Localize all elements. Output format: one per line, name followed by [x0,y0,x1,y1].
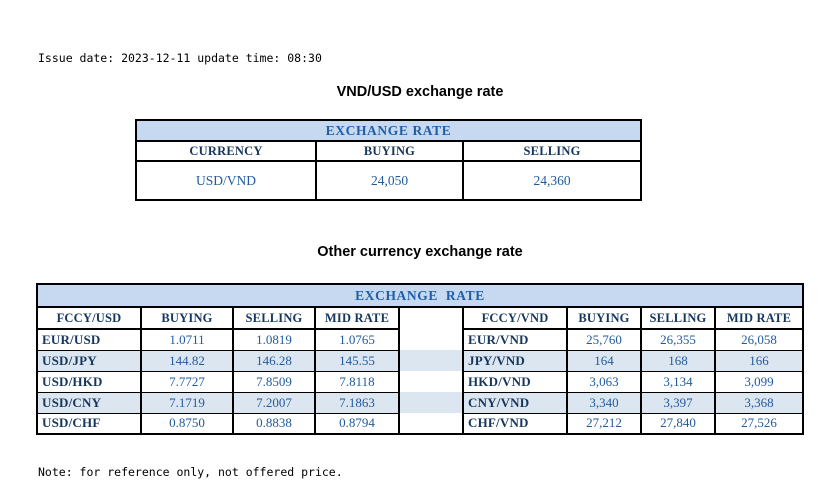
currency-pair-cell: JPY/VND [462,349,568,372]
mid-rate-cell: 7.8118 [314,370,400,393]
buying-rate-cell: 144.82 [140,349,234,372]
selling-rate-cell: 168 [640,349,716,372]
buying-rate-cell: 24,050 [315,160,464,201]
spacer-cell [398,307,464,329]
currency-pair-cell: CNY/VND [462,391,568,414]
currency-pair-cell: HKD/VND [462,370,568,393]
table-row: USD/HKD 7.7727 7.8509 7.8118 HKD/VND 3,0… [36,370,804,393]
table-row: EUR/USD 1.0711 1.0819 1.0765 EUR/VND 25,… [36,328,804,351]
mid-rate-cell: 0.8794 [314,412,400,435]
currency-pair-cell: USD/VND [135,160,317,201]
table-row: USD/CHF 0.8750 0.8838 0.8794 CHF/VND 27,… [36,412,804,435]
column-header-fccy-usd: FCCY/USD [36,306,142,330]
buying-rate-cell: 27,212 [566,412,642,435]
currency-pair-cell: USD/CHF [36,412,142,435]
currency-pair-cell: USD/CNY [36,391,142,414]
spacer-cell [398,350,464,371]
column-header-selling: SELLING [640,306,716,330]
currency-pair-cell: USD/HKD [36,370,142,393]
note-line: Note: for reference only, not offered pr… [38,465,343,479]
selling-rate-cell: 26,355 [640,328,716,351]
selling-rate-cell: 0.8838 [232,412,316,435]
mid-rate-cell: 3,099 [714,370,804,393]
exchange-rate-banner: EXCHANGE RATE [134,119,643,142]
selling-rate-cell: 7.2007 [232,391,316,414]
spacer-cell [398,413,464,434]
column-header-selling: SELLING [232,306,316,330]
buying-rate-cell: 164 [566,349,642,372]
column-header-mid-rate: MID RATE [714,306,804,330]
buying-rate-cell: 0.8750 [140,412,234,435]
other-table-title: Other currency exchange rate [317,244,523,260]
spacer-cell [398,329,464,350]
column-header-mid-rate: MID RATE [314,306,400,330]
buying-rate-cell: 1.0711 [140,328,234,351]
table-row: USD/VND 24,050 24,360 [135,160,643,201]
spacer-cell [398,392,464,413]
buying-rate-cell: 7.1719 [140,391,234,414]
mid-rate-cell: 3,368 [714,391,804,414]
mid-rate-cell: 145.55 [314,349,400,372]
table-header-row: FCCY/USD BUYING SELLING MID RATE FCCY/VN… [36,306,804,330]
mid-rate-cell: 27,526 [714,412,804,435]
table-banner-row: EXCHANGE RATE [36,283,804,308]
selling-rate-cell: 3,397 [640,391,716,414]
mid-rate-cell: 26,058 [714,328,804,351]
column-header-selling: SELLING [461,140,643,162]
currency-pair-cell: CHF/VND [462,412,568,435]
mid-rate-cell: 166 [714,349,804,372]
currency-pair-cell: USD/JPY [36,349,142,372]
buying-rate-cell: 3,340 [566,391,642,414]
column-header-buying: BUYING [315,140,464,162]
other-currency-exchange-table: EXCHANGE RATE FCCY/USD BUYING SELLING MI… [36,283,804,435]
selling-rate-cell: 146.28 [232,349,316,372]
selling-rate-cell: 24,360 [461,160,643,201]
column-header-fccy-vnd: FCCY/VND [462,306,568,330]
table-banner-row: EXCHANGE RATE [134,119,643,142]
mid-rate-cell: 7.1863 [314,391,400,414]
issue-date-line: Issue date: 2023-12-11 update time: 08:3… [38,51,322,65]
table-row: USD/CNY 7.1719 7.2007 7.1863 CNY/VND 3,3… [36,391,804,414]
column-header-buying: BUYING [140,306,234,330]
selling-rate-cell: 27,840 [640,412,716,435]
mid-rate-cell: 1.0765 [314,328,400,351]
currency-pair-cell: EUR/VND [462,328,568,351]
usd-table-title: VND/USD exchange rate [336,84,504,100]
table-header-row: CURRENCY BUYING SELLING [135,140,643,162]
column-header-buying: BUYING [566,306,642,330]
selling-rate-cell: 7.8509 [232,370,316,393]
buying-rate-cell: 25,760 [566,328,642,351]
column-header-currency: CURRENCY [135,140,317,162]
buying-rate-cell: 7.7727 [140,370,234,393]
usd-vnd-exchange-table: EXCHANGE RATE CURRENCY BUYING SELLING US… [134,119,643,201]
exchange-rate-banner: EXCHANGE RATE [36,283,804,308]
table-row: USD/JPY 144.82 146.28 145.55 JPY/VND 164… [36,349,804,372]
selling-rate-cell: 1.0819 [232,328,316,351]
currency-pair-cell: EUR/USD [36,328,142,351]
spacer-cell [398,371,464,392]
buying-rate-cell: 3,063 [566,370,642,393]
selling-rate-cell: 3,134 [640,370,716,393]
